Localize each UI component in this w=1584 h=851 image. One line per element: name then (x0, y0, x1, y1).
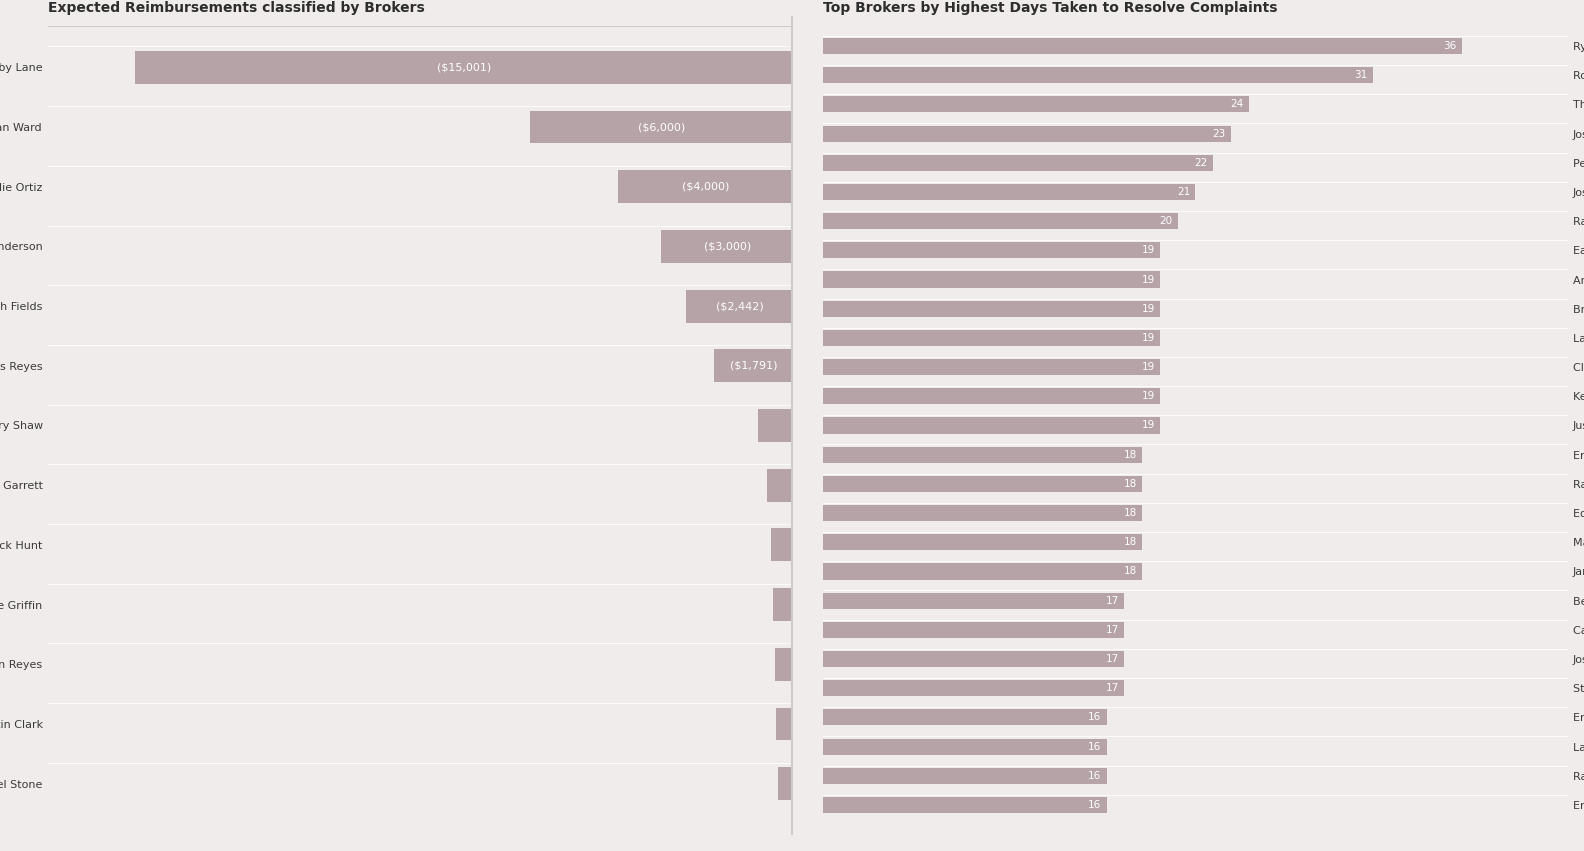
Text: 17: 17 (1106, 625, 1120, 635)
Bar (822, 418, 1159, 433)
Text: ($3,000): ($3,000) (703, 242, 751, 251)
Bar (771, 528, 794, 562)
Text: 19: 19 (1142, 420, 1155, 431)
Bar (822, 476, 1142, 492)
Bar (778, 768, 794, 800)
Text: 24: 24 (1231, 100, 1243, 110)
Bar (662, 230, 794, 263)
Bar (529, 111, 794, 144)
Bar (776, 648, 794, 681)
Text: 16: 16 (1088, 712, 1101, 722)
Bar (822, 768, 1107, 784)
Text: 20: 20 (1159, 216, 1172, 226)
Bar (773, 588, 794, 621)
Text: 16: 16 (1088, 741, 1101, 751)
Bar (822, 155, 1213, 171)
Bar (822, 592, 1125, 608)
Bar (822, 184, 1196, 200)
Bar (822, 447, 1142, 463)
Bar (822, 797, 1107, 813)
Text: 19: 19 (1142, 275, 1155, 284)
Text: 19: 19 (1142, 363, 1155, 372)
Text: 23: 23 (1212, 129, 1226, 139)
Text: 19: 19 (1142, 304, 1155, 314)
Text: Top Brokers by Highest Days Taken to Resolve Complaints: Top Brokers by Highest Days Taken to Res… (822, 1, 1277, 14)
Text: 17: 17 (1106, 596, 1120, 606)
Text: 16: 16 (1088, 771, 1101, 781)
Bar (822, 651, 1125, 667)
Bar (822, 125, 1231, 141)
Text: Expected Reimbursements classified by Brokers: Expected Reimbursements classified by Br… (48, 1, 425, 14)
Text: 17: 17 (1106, 683, 1120, 694)
Bar (822, 563, 1142, 580)
Bar (822, 271, 1159, 288)
Text: 19: 19 (1142, 333, 1155, 343)
Bar (822, 67, 1373, 83)
Bar (822, 505, 1142, 521)
Bar (822, 243, 1159, 259)
Text: 17: 17 (1106, 654, 1120, 664)
Text: ($15,001): ($15,001) (437, 62, 491, 72)
Bar (822, 96, 1248, 112)
Bar (822, 300, 1159, 317)
Bar (822, 534, 1142, 551)
Text: 36: 36 (1443, 41, 1456, 51)
Bar (714, 350, 794, 382)
Text: ($2,442): ($2,442) (716, 301, 763, 311)
Text: 16: 16 (1088, 800, 1101, 810)
Bar (822, 38, 1462, 54)
Text: 18: 18 (1123, 537, 1137, 547)
Bar (822, 359, 1159, 375)
Bar (822, 622, 1125, 638)
Text: 21: 21 (1177, 187, 1190, 197)
Text: 18: 18 (1123, 449, 1137, 460)
Text: 18: 18 (1123, 479, 1137, 488)
Bar (822, 388, 1159, 404)
Bar (822, 330, 1159, 346)
Bar (822, 680, 1125, 696)
Bar (776, 707, 794, 740)
Text: 18: 18 (1123, 508, 1137, 518)
Bar (822, 710, 1107, 725)
Bar (767, 469, 794, 501)
Text: 22: 22 (1194, 157, 1209, 168)
Text: ($6,000): ($6,000) (638, 122, 684, 132)
Text: ($4,000): ($4,000) (681, 182, 729, 191)
Text: ($1,791): ($1,791) (730, 361, 778, 371)
Bar (822, 213, 1178, 229)
Text: 19: 19 (1142, 391, 1155, 402)
Bar (618, 170, 794, 203)
Text: 18: 18 (1123, 567, 1137, 576)
Text: 19: 19 (1142, 245, 1155, 255)
Bar (135, 51, 794, 83)
Bar (686, 289, 794, 323)
Bar (757, 409, 794, 442)
Text: 31: 31 (1354, 70, 1367, 80)
Bar (822, 739, 1107, 755)
